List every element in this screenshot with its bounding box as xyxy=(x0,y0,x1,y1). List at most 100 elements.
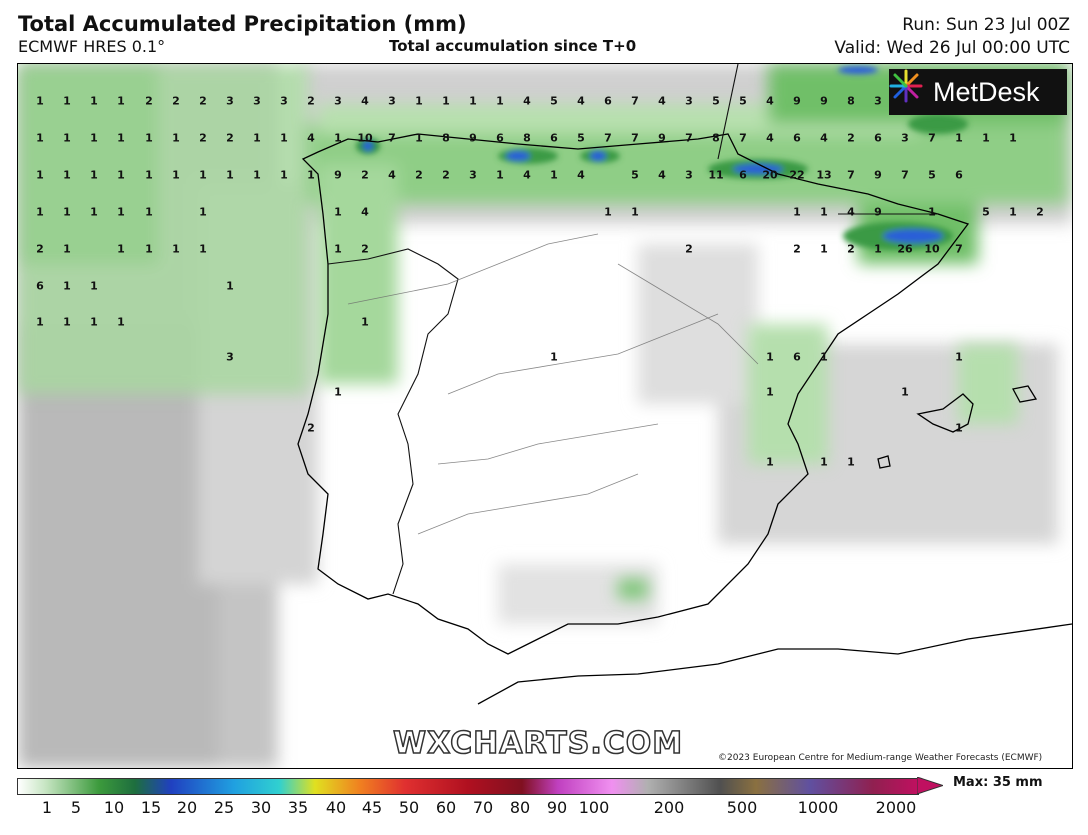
precip-value-label: 2 xyxy=(172,94,180,108)
precip-value-label: 1 xyxy=(874,242,882,256)
precip-value-label: 1 xyxy=(172,131,180,145)
valid-time: Valid: Wed 26 Jul 00:00 UTC xyxy=(834,38,1070,58)
scale-tick-label: 5 xyxy=(70,798,82,817)
scale-tick-label: 80 xyxy=(509,798,531,817)
precip-value-label: 1 xyxy=(982,131,990,145)
precip-value-label: 1 xyxy=(766,350,774,364)
precip-value-label: 6 xyxy=(496,131,504,145)
precip-value-label: 2 xyxy=(1036,205,1044,219)
precip-value-label: 10 xyxy=(357,131,373,145)
precip-value-label: 9 xyxy=(334,168,342,182)
precip-value-label: 1 xyxy=(604,205,612,219)
precip-value-label: 3 xyxy=(334,94,342,108)
precip-value-label: 6 xyxy=(955,168,963,182)
rivers xyxy=(347,233,759,535)
scale-tick-label: 20 xyxy=(176,798,198,817)
precip-value-label: 3 xyxy=(901,131,909,145)
precip-value-label: 1 xyxy=(820,205,828,219)
scale-tick-label: 1 xyxy=(41,798,53,817)
scale-tick-label: 45 xyxy=(361,798,383,817)
precip-value-label: 4 xyxy=(388,168,396,182)
precip-value-label: 1 xyxy=(820,350,828,364)
precip-value-label: 6 xyxy=(739,168,747,182)
precip-value-label: 7 xyxy=(847,168,855,182)
scale-tick-label: 200 xyxy=(653,798,685,817)
precip-value-label: 4 xyxy=(361,205,369,219)
precip-value-label: 1 xyxy=(469,94,477,108)
precip-value-label: 1 xyxy=(955,131,963,145)
precip-value-label: 1 xyxy=(172,242,180,256)
precip-value-label: 6 xyxy=(874,131,882,145)
precip-value-label: 4 xyxy=(820,131,828,145)
precip-value-label: 1 xyxy=(766,455,774,469)
precip-value-label: 1 xyxy=(90,315,98,329)
scale-tick-label: 60 xyxy=(435,798,457,817)
precip-value-label: 4 xyxy=(766,131,774,145)
precip-value-label: 4 xyxy=(766,94,774,108)
precip-value-label: 1 xyxy=(117,205,125,219)
coastline xyxy=(297,133,1072,705)
scale-tick-label: 2000 xyxy=(875,798,917,817)
heavy-precip-cores xyxy=(356,66,968,250)
precip-value-label: 5 xyxy=(550,94,558,108)
scale-tick-label: 25 xyxy=(213,798,235,817)
precip-value-label: 7 xyxy=(631,94,639,108)
precip-value-label: 1 xyxy=(307,168,315,182)
ibiza-coast xyxy=(877,455,891,469)
precip-value-label: 3 xyxy=(253,94,261,108)
precip-value-label: 2 xyxy=(685,242,693,256)
precip-value-label: 7 xyxy=(928,131,936,145)
precip-value-label: 2 xyxy=(361,242,369,256)
precip-value-label: 9 xyxy=(874,168,882,182)
green-precip-field xyxy=(18,64,1068,599)
precip-value-label: 1 xyxy=(199,168,207,182)
precip-value-label: 10 xyxy=(924,242,940,256)
precip-value-label: 5 xyxy=(631,168,639,182)
precip-value-label: 1 xyxy=(63,131,71,145)
precip-value-label: 1 xyxy=(253,131,261,145)
precip-value-label: 1 xyxy=(172,168,180,182)
precip-value-label: 7 xyxy=(955,242,963,256)
precip-value-label: 1 xyxy=(63,205,71,219)
precip-value-label: 2 xyxy=(793,242,801,256)
precip-value-label: 1 xyxy=(90,205,98,219)
precip-value-label: 1 xyxy=(415,94,423,108)
scale-tick-label: 500 xyxy=(726,798,758,817)
precip-value-label: 2 xyxy=(199,131,207,145)
precip-value-label: 1 xyxy=(36,168,44,182)
precip-value-label: 7 xyxy=(388,131,396,145)
precip-value-label: 2 xyxy=(847,242,855,256)
scale-tick-label: 40 xyxy=(325,798,347,817)
precip-value-label: 5 xyxy=(982,205,990,219)
precip-value-label: 1 xyxy=(442,94,450,108)
precip-value-label: 4 xyxy=(361,94,369,108)
chart-title: Total Accumulated Precipitation (mm) xyxy=(18,12,467,36)
scale-tick-label: 1000 xyxy=(797,798,839,817)
scale-arrow xyxy=(917,777,943,794)
precip-value-label: 9 xyxy=(793,94,801,108)
scale-tick-label: 70 xyxy=(472,798,494,817)
scale-tick-label: 10 xyxy=(103,798,125,817)
precip-value-label: 1 xyxy=(90,279,98,293)
menorca-coast xyxy=(1012,385,1038,403)
precip-value-label: 1 xyxy=(117,242,125,256)
precip-value-label: 4 xyxy=(658,94,666,108)
precip-value-label: 1 xyxy=(199,205,207,219)
model-name: ECMWF HRES 0.1° xyxy=(18,37,166,56)
precip-value-label: 1 xyxy=(63,168,71,182)
precip-value-label: 1 xyxy=(63,315,71,329)
precip-value-label: 3 xyxy=(874,94,882,108)
precip-value-label: 1 xyxy=(145,242,153,256)
precip-value-label: 8 xyxy=(523,131,531,145)
precip-value-label: 1 xyxy=(36,205,44,219)
mallorca-coast xyxy=(916,393,974,433)
precip-value-label: 1 xyxy=(90,131,98,145)
precip-value-label: 1 xyxy=(901,385,909,399)
precip-value-label: 1 xyxy=(496,168,504,182)
precip-value-label: 4 xyxy=(847,205,855,219)
precip-value-label: 2 xyxy=(361,168,369,182)
precip-value-label: 3 xyxy=(469,168,477,182)
precip-value-label: 8 xyxy=(847,94,855,108)
precip-value-label: 11 xyxy=(708,168,724,182)
color-scale xyxy=(17,778,919,795)
